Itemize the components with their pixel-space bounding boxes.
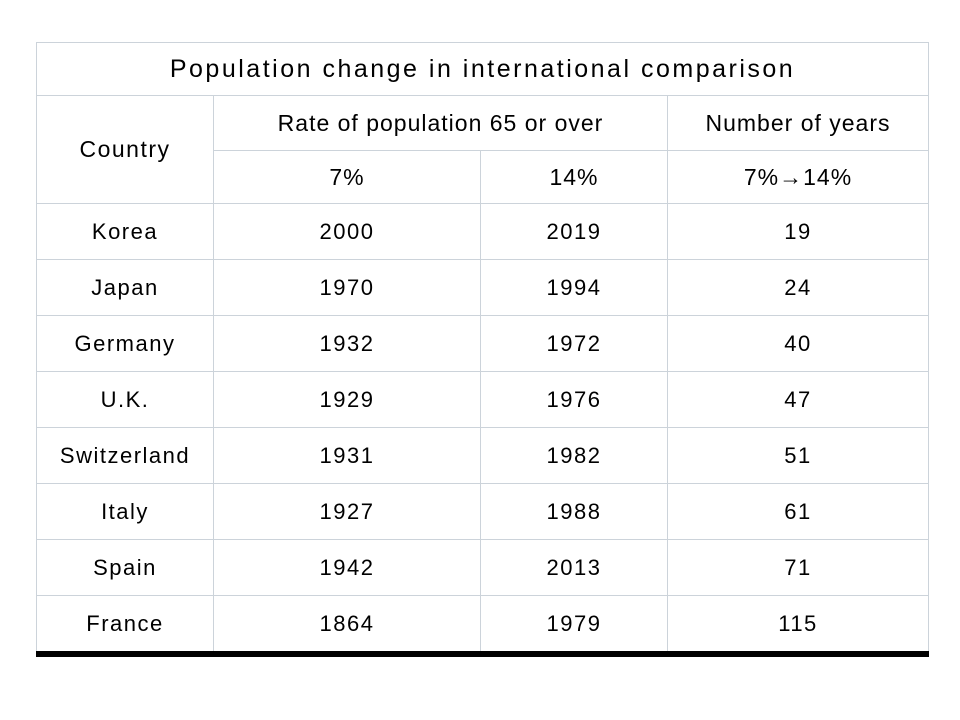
table-row-switzerland: Switzerland 1931 1982 51 xyxy=(36,427,930,484)
cell-year-7-percent: 1927 xyxy=(213,483,481,540)
cell-year-7-percent: 1929 xyxy=(213,371,481,428)
table-row-japan: Japan 1970 1994 24 xyxy=(36,259,930,316)
cell-year-7-percent: 1932 xyxy=(213,315,481,372)
cell-country: Italy xyxy=(36,483,214,540)
cell-country: Japan xyxy=(36,259,214,316)
cell-number-of-years: 51 xyxy=(666,427,930,484)
cell-year-14-percent: 2019 xyxy=(480,203,668,260)
cell-country: U.K. xyxy=(36,371,214,428)
header-number-of-years: Number of years xyxy=(666,95,930,151)
table-row-korea: Korea 2000 2019 19 xyxy=(36,203,930,260)
cell-number-of-years: 19 xyxy=(666,203,930,260)
table-row-france: France 1864 1979 115 xyxy=(36,595,930,657)
cell-country: Switzerland xyxy=(36,427,214,484)
title-row: Population change in international compa… xyxy=(35,42,930,96)
table-row-uk: U.K. 1929 1976 47 xyxy=(36,371,930,428)
cell-year-14-percent: 1982 xyxy=(480,427,668,484)
cell-number-of-years: 47 xyxy=(666,371,930,428)
cell-country: Germany xyxy=(36,315,214,372)
cell-year-14-percent: 1976 xyxy=(480,371,668,428)
subheader-7-to-14-percent: 7%→14% xyxy=(666,150,930,204)
subheader-7-percent: 7% xyxy=(213,150,481,204)
population-table: Population change in international compa… xyxy=(35,42,930,657)
cell-year-7-percent: 1931 xyxy=(213,427,481,484)
cell-year-7-percent: 1970 xyxy=(213,259,481,316)
cell-year-7-percent: 1942 xyxy=(213,539,481,596)
header-sub-row: 7% 14% 7%→14% xyxy=(37,150,930,204)
header-rate-group: Rate of population 65 or over xyxy=(213,95,668,151)
subheader-14-percent: 14% xyxy=(480,150,668,204)
table-row-spain: Spain 1942 2013 71 xyxy=(36,539,930,596)
table-row-italy: Italy 1927 1988 61 xyxy=(36,483,930,540)
population-table-container: Population change in international compa… xyxy=(35,42,930,657)
cell-country: Spain xyxy=(36,539,214,596)
cell-number-of-years: 24 xyxy=(666,259,930,316)
cell-year-14-percent: 1988 xyxy=(480,483,668,540)
cell-number-of-years: 40 xyxy=(666,315,930,372)
cell-year-14-percent: 2013 xyxy=(480,539,668,596)
cell-year-14-percent: 1994 xyxy=(480,259,668,316)
cell-number-of-years: 115 xyxy=(666,595,930,657)
cell-country: France xyxy=(36,595,214,657)
cell-year-14-percent: 1979 xyxy=(480,595,668,657)
table-row-germany: Germany 1932 1972 40 xyxy=(36,315,930,372)
table-title: Population change in international compa… xyxy=(35,42,930,96)
cell-year-7-percent: 2000 xyxy=(213,203,481,260)
cell-country: Korea xyxy=(36,203,214,260)
cell-year-7-percent: 1864 xyxy=(213,595,481,657)
cell-number-of-years: 61 xyxy=(666,483,930,540)
header-group-row: Country Rate of population 65 or over Nu… xyxy=(36,95,930,204)
header-country: Country xyxy=(36,95,214,204)
cell-year-14-percent: 1972 xyxy=(480,315,668,372)
cell-number-of-years: 71 xyxy=(666,539,930,596)
